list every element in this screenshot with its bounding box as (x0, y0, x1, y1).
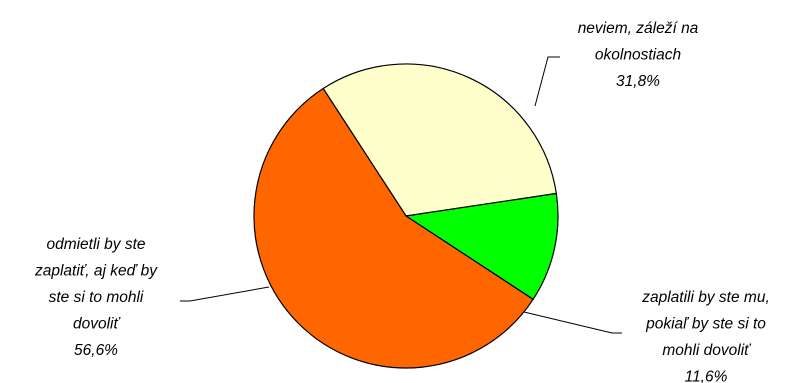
pie-slices (253, 63, 559, 369)
slice-category-label-3: ste si to mohli (49, 289, 144, 306)
slice-category-label-3: dovoliť (73, 316, 121, 333)
leader-lines (180, 56, 622, 334)
slice-category-label-2: zaplatili by ste mu, (641, 289, 770, 306)
slice-category-label-1: neviem, záleží na (578, 20, 699, 37)
slice-value-label-2: 11,6% (685, 369, 728, 383)
slice-category-label-2: mohli dovoliť (662, 342, 752, 359)
slice-value-label-3: 56,6% (74, 342, 118, 359)
pie-slice-3 (253, 87, 534, 369)
leader-line-1 (534, 56, 560, 107)
leader-line-3 (180, 286, 270, 302)
slice-value-label-1: 31,8% (616, 73, 660, 90)
leader-line-2 (523, 311, 622, 334)
pie-slice-2 (404, 192, 559, 301)
slice-category-label-1: okolnostiach (595, 47, 681, 64)
slice-category-label-3: zaplatiť, aj keď by (34, 263, 158, 280)
slice-category-label-3: odmietli by ste (46, 236, 145, 253)
slice-labels: neviem, záleží na okolnostiach 31,8% zaplat… (34, 20, 770, 383)
slice-category-label-2: pokiaľ by ste si to (645, 316, 766, 333)
